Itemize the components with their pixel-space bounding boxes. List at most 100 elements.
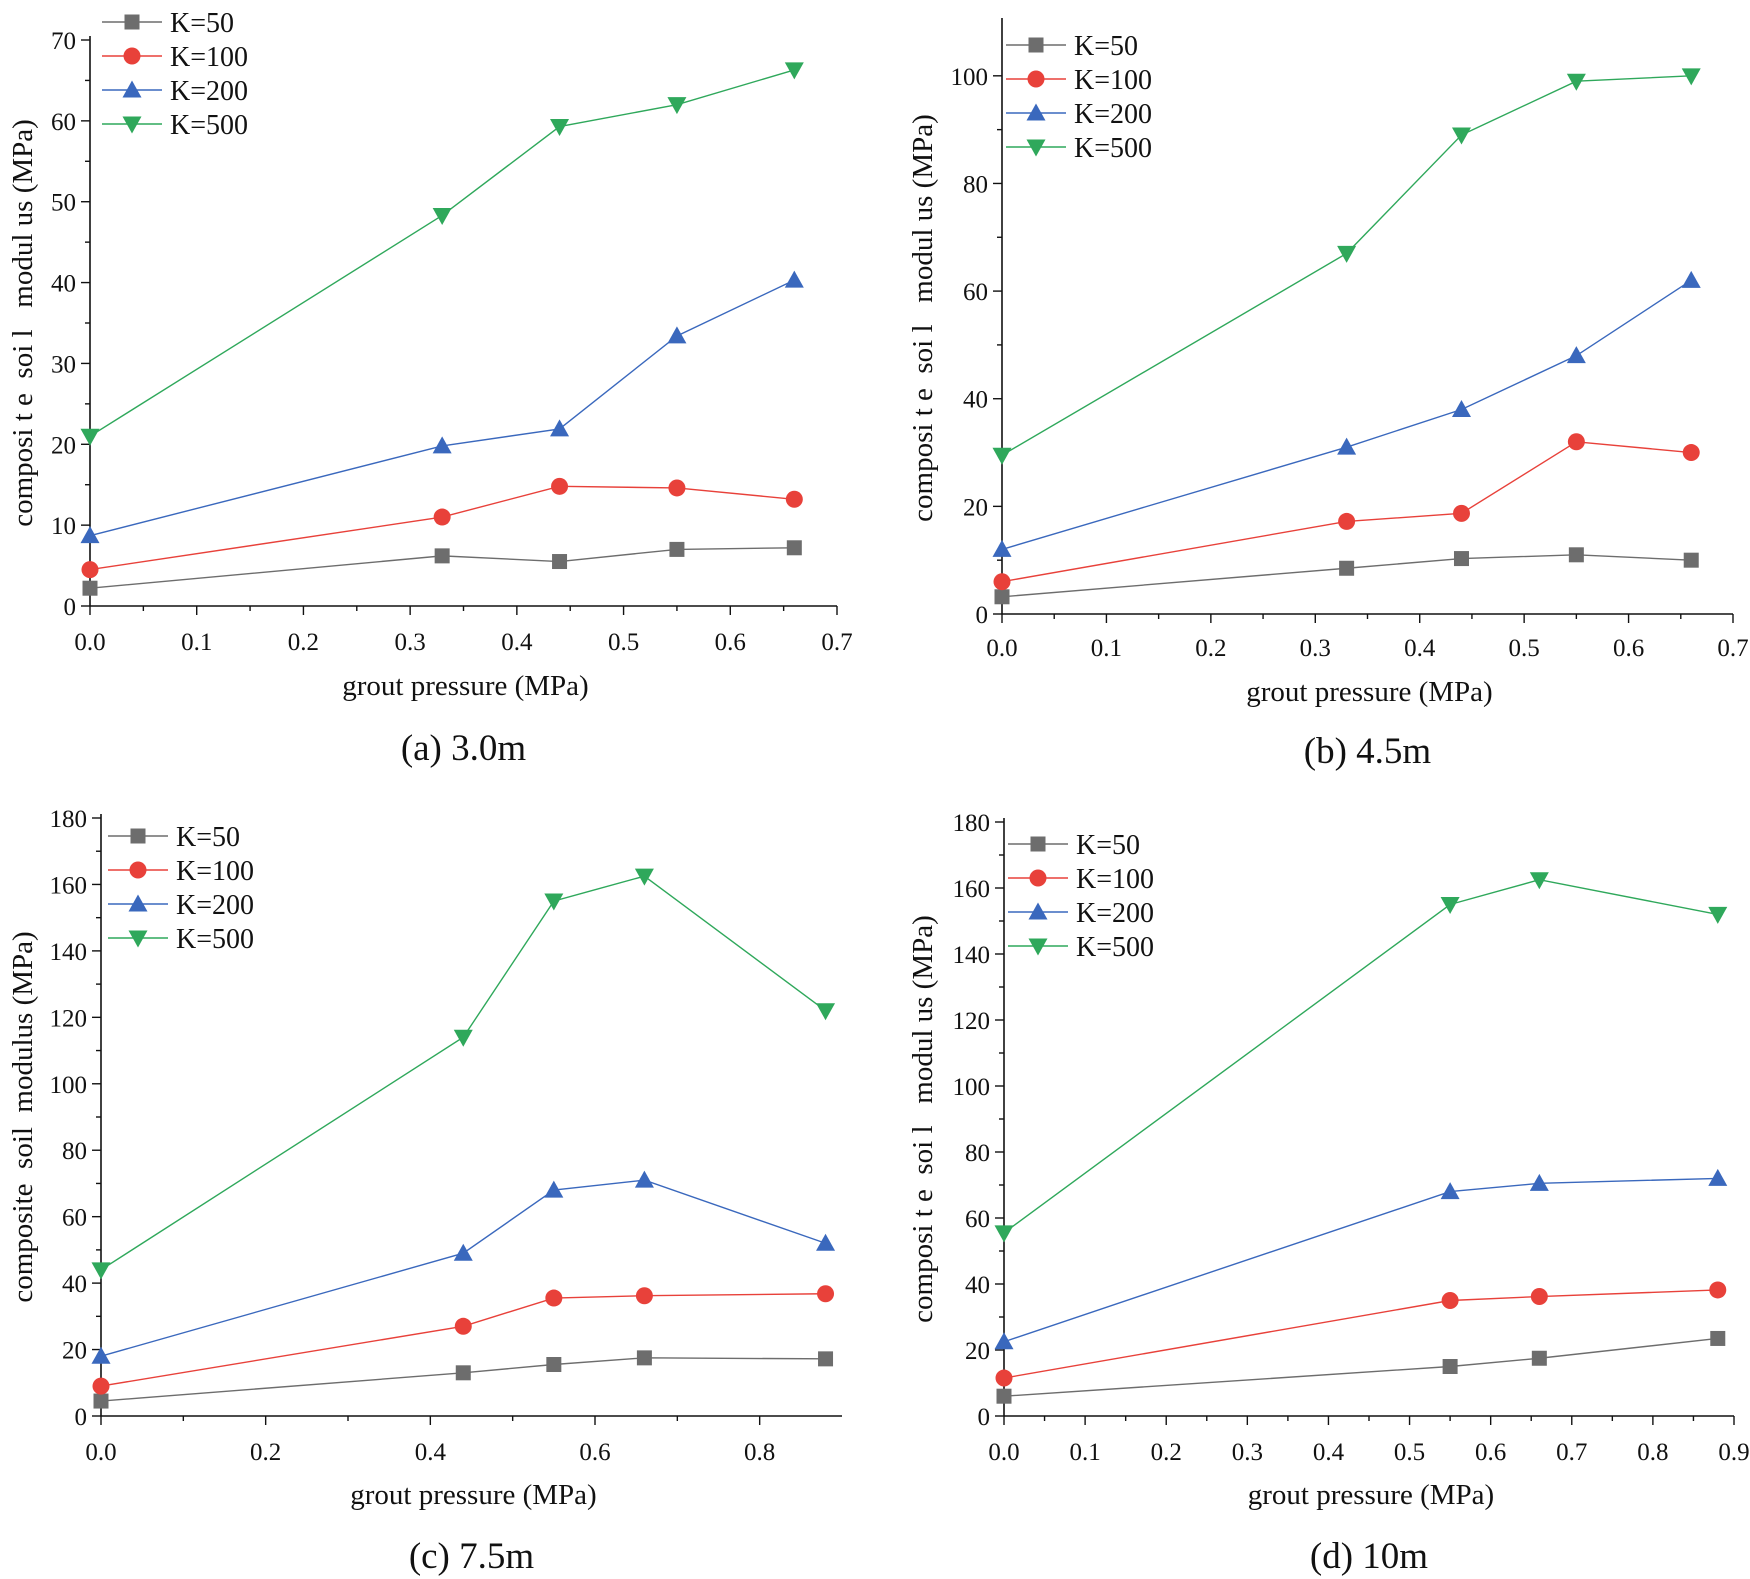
- series-k-200: [91, 1170, 836, 1364]
- legend-marker-k-50: [1030, 836, 1046, 852]
- legend-item-k-200: K=200: [1008, 898, 1154, 929]
- data-point-k-100: [1452, 504, 1470, 522]
- data-point-k-50: [1710, 1330, 1726, 1346]
- y-tick-label: 60: [963, 279, 988, 306]
- y-tick-label: 140: [953, 942, 991, 969]
- legend-label: K=500: [1074, 133, 1152, 164]
- series-line-k-100: [1003, 1289, 1718, 1379]
- data-point-k-50: [1683, 552, 1699, 568]
- y-tick-label: 120: [50, 1005, 88, 1032]
- y-tick-label: 60: [965, 1206, 990, 1233]
- y-axis-title: composi t e soi l modul us (MPa): [907, 114, 939, 522]
- data-point-k-200: [634, 1170, 654, 1188]
- data-point-k-100: [668, 479, 686, 497]
- data-point-k-100: [817, 1285, 835, 1303]
- series-line-k-200: [1001, 279, 1692, 551]
- x-tick-label: 0.0: [85, 1439, 116, 1466]
- legend-label: K=50: [1076, 830, 1140, 861]
- legend-item-k-100: K=100: [1008, 864, 1154, 895]
- y-tick-label: 20: [963, 494, 988, 521]
- data-point-k-50: [1339, 560, 1355, 576]
- data-point-k-500: [550, 119, 570, 137]
- legend-label: K=50: [170, 8, 234, 39]
- legend-marker-k-200: [128, 894, 148, 912]
- x-tick-label: 0.4: [415, 1439, 447, 1466]
- legend-marker-k-500: [1026, 139, 1046, 157]
- series-line-k-500: [1003, 879, 1718, 1234]
- data-point-k-100: [995, 1369, 1013, 1387]
- data-point-k-100: [1682, 444, 1700, 462]
- x-tick-label: 0.9: [1718, 1439, 1749, 1466]
- series-k-500: [992, 68, 1701, 465]
- data-point-k-100: [92, 1377, 110, 1395]
- legend-label: K=50: [176, 822, 240, 853]
- data-point-k-100: [551, 477, 569, 495]
- legend-marker-k-50: [1028, 37, 1044, 53]
- data-point-k-100: [454, 1317, 472, 1335]
- y-tick-label: 50: [51, 190, 76, 217]
- y-axis-title: composi t e soi l modul us (MPa): [907, 915, 939, 1323]
- legend-label: K=100: [170, 42, 248, 73]
- y-tick-label: 80: [963, 171, 988, 198]
- data-point-k-500: [1451, 127, 1471, 145]
- legend-marker-k-100: [129, 861, 147, 879]
- panel-caption: (b) 4.5m: [1304, 731, 1432, 772]
- data-point-k-50: [786, 540, 802, 556]
- x-tick-label: 0.7: [821, 629, 852, 656]
- data-point-k-50: [1531, 1350, 1547, 1366]
- data-point-k-200: [816, 1233, 836, 1251]
- data-point-k-500: [992, 447, 1012, 465]
- legend-item-k-50: K=50: [102, 8, 234, 39]
- y-tick-label: 100: [951, 64, 989, 91]
- y-tick-label: 0: [64, 594, 77, 621]
- panel-c: 0.0 0.2 0.4 0.6 0.8 0 20 40 60 80 100 120 140 160 180 g…: [7, 806, 842, 1577]
- data-point-k-100: [1441, 1292, 1459, 1309]
- data-point-k-100: [1530, 1288, 1548, 1306]
- data-point-k-200: [1451, 399, 1471, 417]
- y-tick-label: 180: [50, 806, 88, 833]
- data-point-k-200: [1529, 1173, 1549, 1191]
- data-point-k-500: [432, 207, 452, 225]
- x-axis-title: grout pressure (MPa): [1246, 676, 1492, 708]
- x-tick-label: 0.1: [1069, 1439, 1100, 1466]
- y-tick-label: 60: [62, 1205, 87, 1232]
- data-point-k-200: [550, 419, 570, 437]
- x-tick-label: 0.8: [744, 1439, 775, 1466]
- data-point-k-200: [994, 1332, 1014, 1350]
- y-tick-label: 100: [50, 1072, 88, 1099]
- data-point-k-50: [994, 589, 1010, 605]
- x-tick-label: 0.2: [288, 629, 319, 656]
- data-point-k-100: [635, 1287, 653, 1305]
- y-tick-label: 160: [953, 876, 991, 903]
- data-point-k-500: [634, 868, 654, 886]
- data-point-k-500: [1440, 897, 1460, 914]
- panel-b: 0.0 0.1 0.2 0.3 0.4 0.5 0.6 0.7 0 20 40 60 80 100 grou…: [907, 18, 1749, 772]
- y-tick-label: 70: [51, 28, 76, 55]
- data-point-k-50: [1568, 547, 1584, 563]
- y-axis-title: composi t e soi l modul us (MPa): [7, 119, 39, 527]
- y-tick-label: 180: [953, 810, 991, 837]
- legend-marker-k-200: [122, 80, 142, 98]
- legend-marker-k-200: [1026, 103, 1046, 121]
- series-k-200: [80, 270, 804, 544]
- x-tick-label: 0.8: [1637, 1439, 1668, 1466]
- legend-item-k-50: K=50: [1008, 830, 1140, 861]
- legend-item-k-100: K=100: [1006, 65, 1152, 96]
- panel-a: 0.0 0.1 0.2 0.3 0.4 0.5 0.6 0.7 0 10 20 30 40 50 60 70 g…: [7, 8, 853, 769]
- series-k-50: [994, 547, 1699, 605]
- y-tick-label: 100: [953, 1074, 991, 1101]
- data-point-k-50: [636, 1350, 652, 1366]
- y-tick-label: 40: [62, 1271, 87, 1298]
- data-point-k-100: [993, 573, 1011, 591]
- series-line-k-200: [89, 279, 795, 537]
- data-point-k-100: [433, 508, 451, 526]
- y-tick-label: 80: [62, 1138, 87, 1165]
- y-tick-label: 120: [953, 1008, 991, 1035]
- x-tick-label: 0.5: [1394, 1439, 1425, 1466]
- legend-label: K=200: [170, 76, 248, 107]
- data-point-k-200: [80, 526, 100, 544]
- data-point-k-500: [453, 1029, 473, 1047]
- data-point-k-200: [1566, 346, 1586, 364]
- legend-label: K=50: [1074, 31, 1138, 62]
